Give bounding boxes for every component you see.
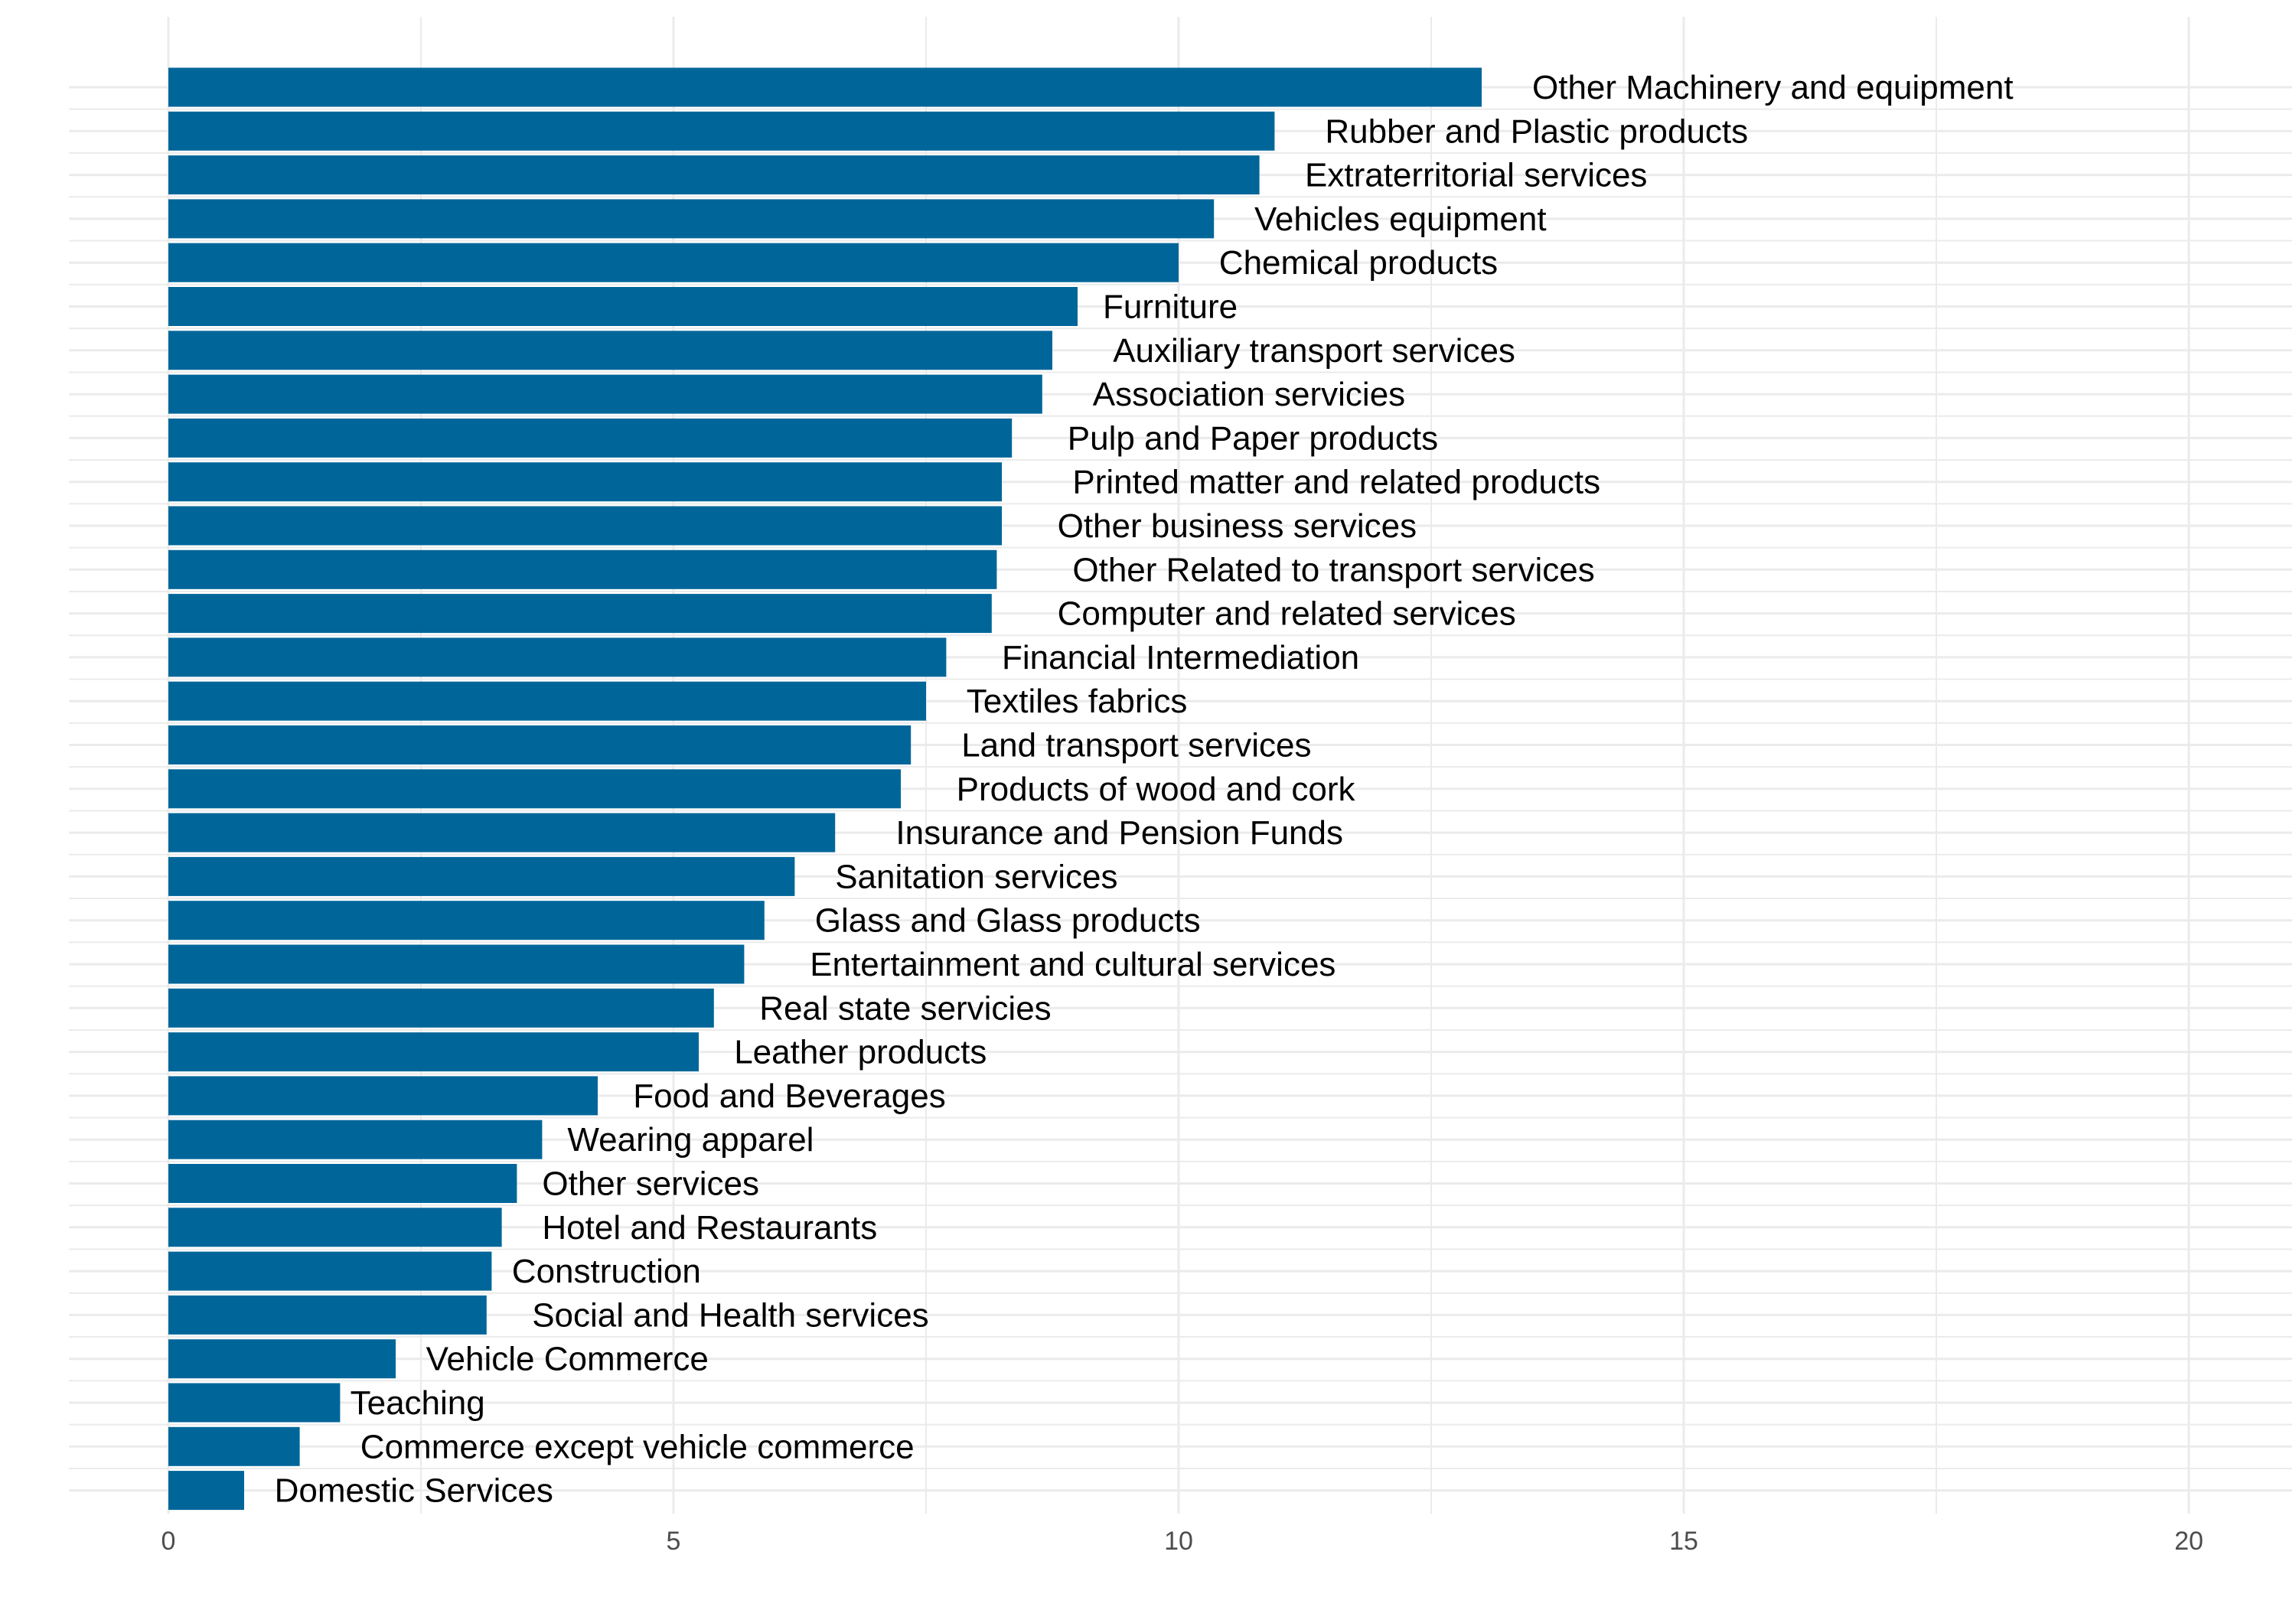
bars: [168, 67, 1482, 1511]
bar-label: Sanitation services: [835, 858, 1117, 895]
bar-label: Teaching: [351, 1384, 485, 1422]
minor-gridlines: [69, 17, 2292, 1514]
bar: [168, 769, 901, 809]
bar-label: Other Machinery and equipment: [1532, 69, 2014, 106]
bar: [168, 1339, 396, 1379]
bar: [168, 1208, 502, 1247]
bar-label: Other services: [542, 1165, 759, 1203]
bar: [168, 637, 947, 677]
bar-label: Other business services: [1058, 507, 1417, 545]
bar: [168, 155, 1260, 195]
bar: [168, 1164, 517, 1203]
x-axis-tick-labels: 0 5 10 15 20: [161, 1527, 2203, 1556]
bar: [168, 1076, 598, 1116]
bar: [168, 418, 1013, 458]
bar-labels: Other Machinery and equipment Rubber and …: [275, 69, 2014, 1510]
x-tick-label: 5: [667, 1527, 681, 1556]
bar-label: Insurance and Pension Funds: [895, 814, 1343, 852]
bar: [168, 549, 997, 589]
bar-label: Food and Beverages: [633, 1077, 946, 1115]
x-tick-label: 20: [2174, 1527, 2203, 1556]
bar: [168, 1120, 543, 1159]
bar-label: Furniture: [1103, 288, 1238, 326]
bar-label: Rubber and Plastic products: [1325, 112, 1748, 150]
bar-label: Leather products: [734, 1034, 987, 1071]
bar-label: Extraterritorial services: [1305, 157, 1647, 194]
bar-label: Financial Intermediation: [1002, 639, 1359, 676]
bar-label: Commerce except vehicle commerce: [360, 1428, 915, 1465]
bar: [168, 1295, 487, 1335]
bar: [168, 374, 1042, 414]
bar-label: Domestic Services: [275, 1472, 553, 1510]
bar: [168, 988, 714, 1028]
bar-label: Social and Health services: [532, 1296, 928, 1334]
bar-label: Entertainment and cultural services: [810, 946, 1336, 983]
bar-label: Auxiliary transport services: [1113, 332, 1515, 370]
bar: [168, 1032, 699, 1072]
bar-label: Hotel and Restaurants: [542, 1209, 877, 1247]
bar-label: Computer and related services: [1058, 595, 1516, 633]
bar-label: Association servicies: [1093, 376, 1405, 413]
bar: [168, 67, 1482, 107]
bar-label: Pulp and Paper products: [1068, 419, 1438, 457]
bar-label: Wearing apparel: [567, 1121, 814, 1159]
bar: [168, 506, 1002, 546]
bar: [168, 813, 836, 852]
bar: [168, 681, 926, 721]
bar: [168, 856, 795, 896]
x-tick-label: 10: [1164, 1527, 1193, 1556]
bar: [168, 944, 745, 984]
bar-label: Printed matter and related products: [1072, 464, 1600, 501]
bar: [168, 462, 1002, 502]
bar-label: Land transport services: [961, 727, 1311, 764]
bar: [168, 725, 912, 764]
bar-label: Vehicles equipment: [1254, 200, 1547, 238]
x-tick-label: 0: [161, 1527, 176, 1556]
bar: [168, 1251, 492, 1291]
bar: [168, 111, 1275, 151]
bar-label: Textiles fabrics: [967, 683, 1188, 720]
x-tick-label: 15: [1669, 1527, 1698, 1556]
bar-label: Construction: [512, 1253, 701, 1290]
bar-label: Glass and Glass products: [815, 902, 1201, 940]
bar: [168, 1426, 300, 1466]
bar-label: Vehicle Commerce: [426, 1341, 709, 1378]
bar: [168, 594, 992, 634]
bar-label: Chemical products: [1219, 244, 1498, 282]
bar: [168, 331, 1052, 370]
bar: [168, 1383, 341, 1423]
bar: [168, 287, 1078, 326]
bar-label: Products of wood and cork: [957, 771, 1356, 808]
bar: [168, 1471, 244, 1511]
bar-label: Other Related to transport services: [1072, 551, 1594, 588]
bar-label: Real state servicies: [759, 989, 1051, 1027]
bar: [168, 199, 1215, 239]
bar: [168, 901, 765, 940]
bar: [168, 243, 1179, 282]
